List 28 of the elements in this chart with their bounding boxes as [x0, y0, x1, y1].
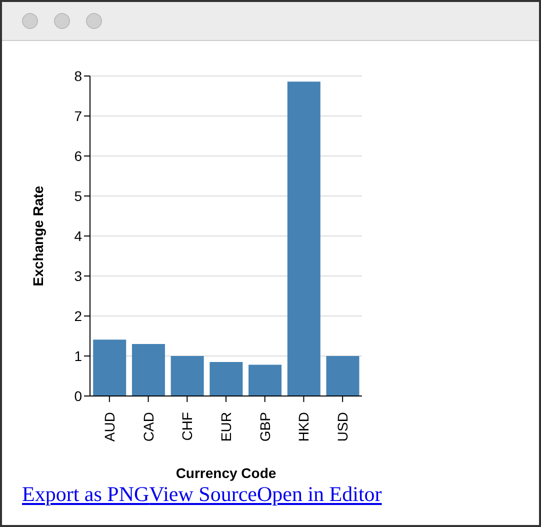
- bar: [170, 356, 204, 396]
- y-tick-label: 3: [74, 268, 82, 284]
- y-tick-label: 8: [74, 68, 82, 84]
- x-tick-label: GBP: [256, 412, 273, 442]
- x-tick-label: AUD: [101, 412, 118, 442]
- bar: [326, 356, 360, 396]
- x-tick-label: CHF: [179, 412, 196, 441]
- x-axis-title: Currency Code: [176, 465, 276, 481]
- x-tick-label: CAD: [140, 412, 156, 442]
- text: View Source: [149, 482, 257, 506]
- bar: [287, 82, 320, 396]
- y-tick-label: 4: [74, 228, 82, 244]
- y-tick-label: 5: [74, 188, 82, 204]
- y-tick-label: 6: [74, 148, 82, 164]
- y-tick-label: 7: [74, 108, 82, 124]
- text: Open in Editor: [256, 482, 382, 506]
- y-tick-label: 0: [74, 388, 82, 404]
- bar: [210, 362, 243, 396]
- bar: [93, 340, 126, 396]
- bar: [248, 364, 282, 396]
- text: Export as PNG: [22, 482, 150, 506]
- x-tick-label: EUR: [218, 412, 234, 442]
- x-tick-label: HKD: [296, 412, 312, 442]
- y-tick-label: 1: [74, 348, 82, 364]
- bar: [132, 344, 165, 396]
- y-axis-title: Exchange Rate: [30, 186, 46, 286]
- y-tick-label: 2: [74, 308, 82, 324]
- x-tick-label: USD: [334, 412, 351, 442]
